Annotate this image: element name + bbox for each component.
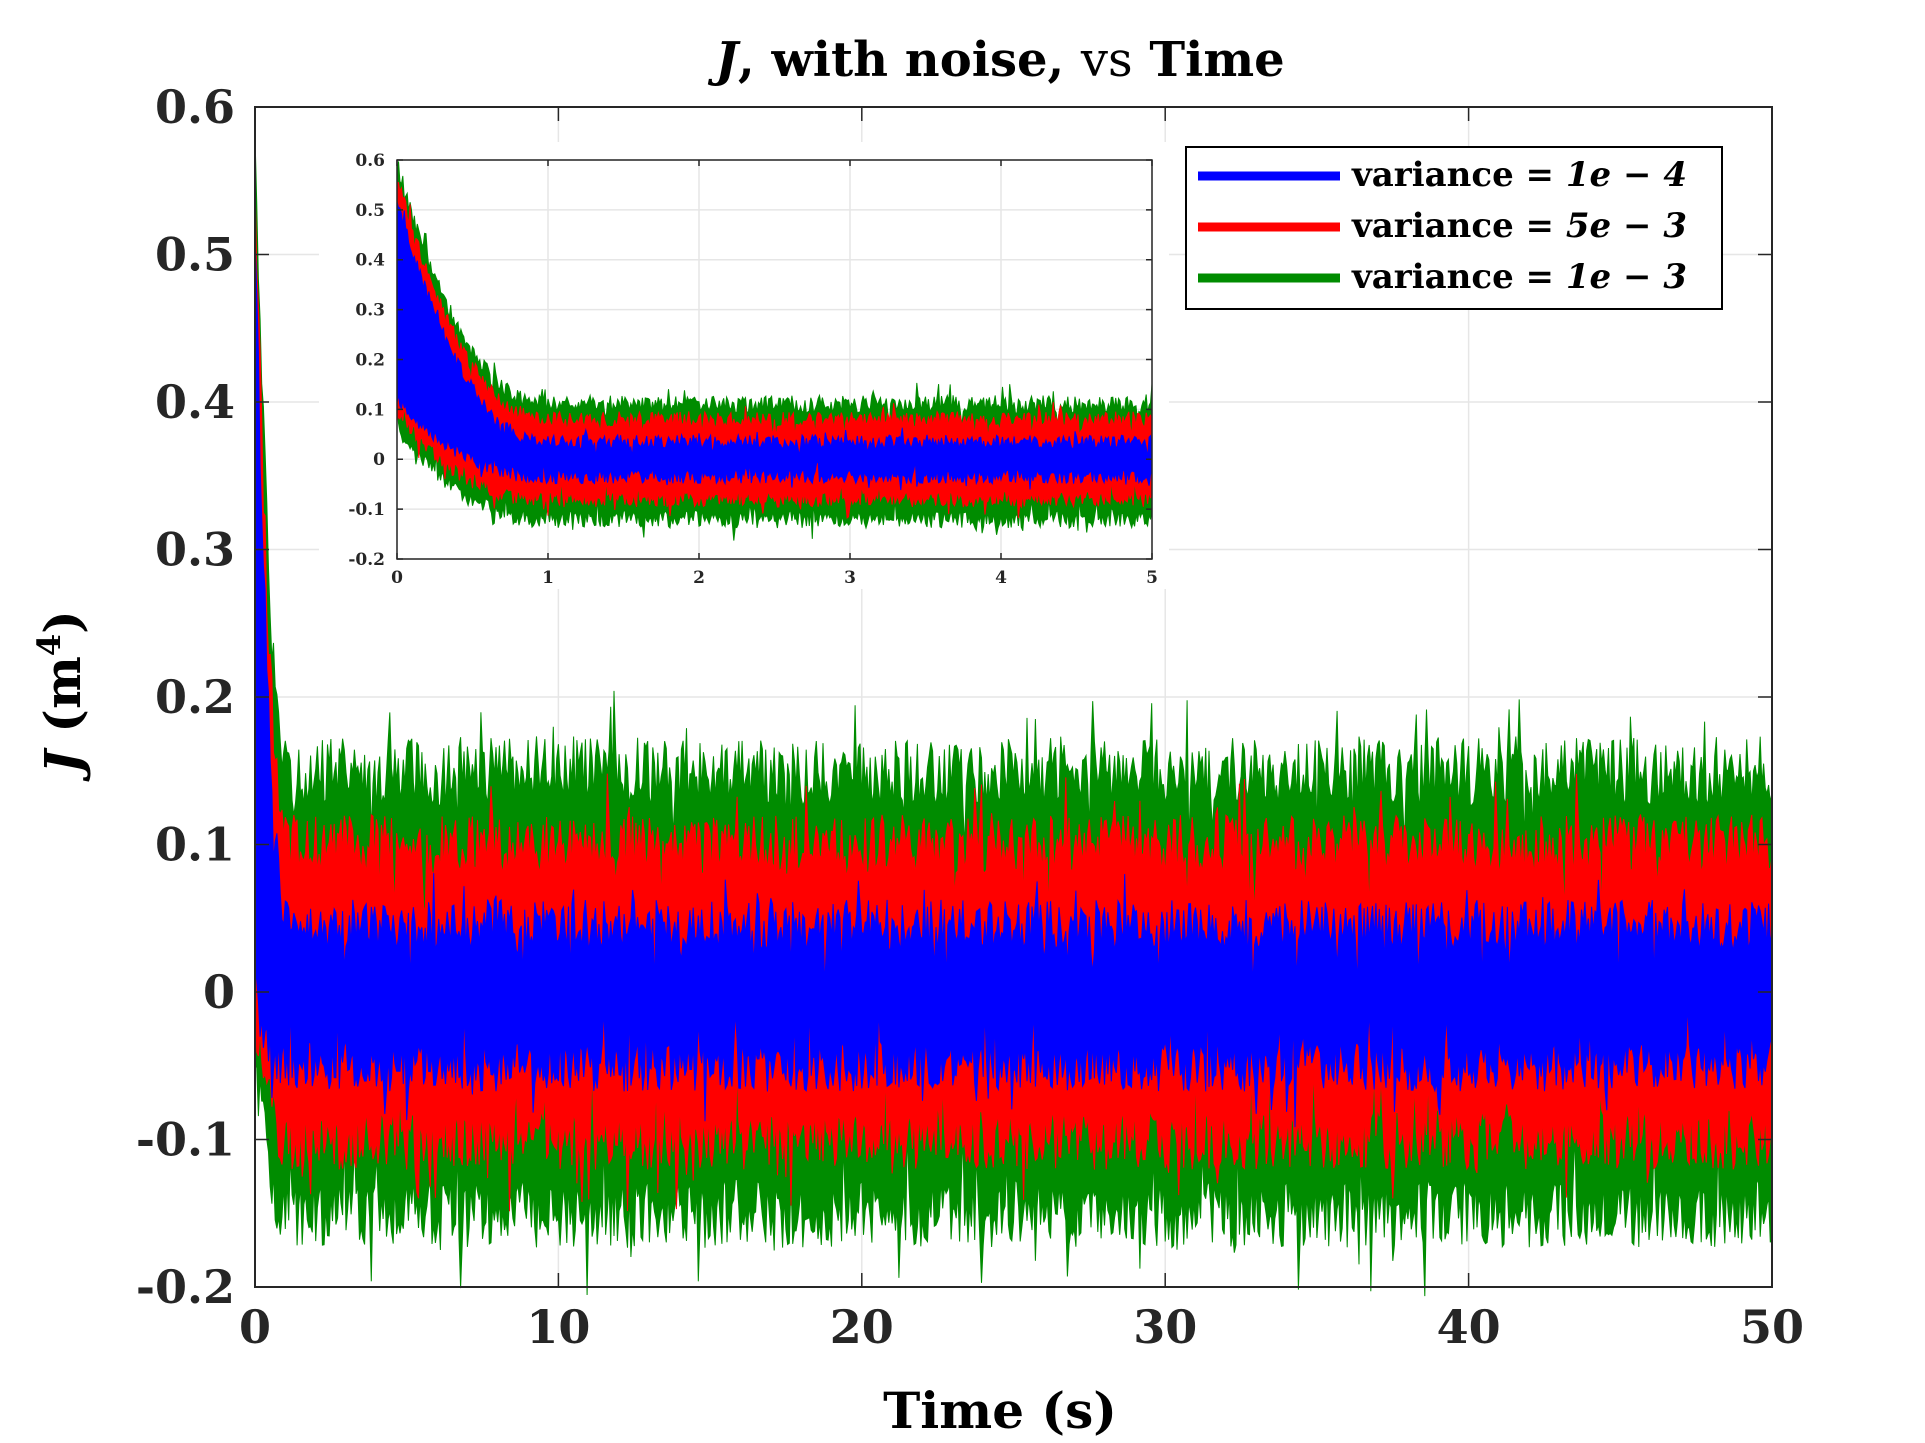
legend-label-green-value: = 1e − 3	[1526, 257, 1687, 297]
legend-label-green: variance = 1e − 3	[1351, 257, 1687, 297]
x-axis-label: Time (s)	[883, 1381, 1117, 1440]
legend-label-blue-value: = 1e − 4	[1526, 155, 1687, 195]
main-x-tick-label: 50	[1740, 1300, 1804, 1354]
legend-label-green-text: variance	[1351, 257, 1514, 297]
main-y-tick-label: 0	[203, 965, 235, 1019]
main-x-tick-label: 20	[830, 1300, 894, 1354]
inset-y-tick-label: 0.2	[355, 350, 385, 370]
inset-y-tick-label: 0.6	[355, 151, 385, 171]
legend-label-blue-text: variance	[1351, 155, 1514, 195]
main-y-tick-label: 0.5	[155, 228, 235, 282]
chart-title-part4: Time	[1133, 32, 1285, 88]
inset-y-tick-label: 0.4	[355, 251, 385, 271]
main-y-tick-label: -0.1	[136, 1113, 235, 1167]
legend: variance = 1e − 4 variance = 5e − 3 vari…	[1185, 146, 1723, 310]
chart-title-part2: , with noise,	[738, 32, 1081, 88]
inset-y-tick-label: -0.1	[348, 500, 385, 520]
main-ticks: 0 10 20 30 40 50-0.2-0.100.10.20.30.40.50.6	[136, 80, 1804, 1354]
inset-y-tick-label: 0.3	[355, 301, 385, 321]
y-axis-label-unit: (m	[33, 656, 92, 750]
inset-ticks: 0 1 2 3 4 5 -0.2 -0.1 0 0.1 0.2 0.3 0.4 0.5 0.6	[348, 151, 1158, 588]
inset-x-tick-label: 1	[542, 568, 554, 588]
inset-x-tick-label: 2	[693, 568, 705, 588]
y-axis-label-exponent: 4	[30, 634, 68, 656]
inset-y-tick-label: 0.1	[355, 400, 385, 420]
main-y-tick-label: 0.1	[155, 818, 235, 872]
y-axis-label-close: )	[33, 610, 92, 634]
main-y-tick-label: 0.4	[155, 375, 235, 429]
inset-x-tick-label: 3	[844, 568, 856, 588]
inset-bands	[396, 161, 1153, 541]
legend-label-red-text: variance	[1351, 206, 1514, 246]
inset-x-tick-label: 0	[391, 568, 403, 588]
main-y-tick-label: 0.3	[155, 523, 235, 577]
inset-x-tick-label: 5	[1146, 568, 1158, 588]
legend-label-blue: variance = 1e − 4	[1351, 155, 1687, 195]
inset-y-tick-label: 0	[373, 450, 385, 470]
main-x-tick-label: 30	[1133, 1300, 1197, 1354]
main-y-tick-label: 0.2	[155, 670, 235, 724]
chart-title-part3: vs	[1080, 32, 1133, 88]
legend-label-red-value: = 5e − 3	[1526, 206, 1687, 246]
main-x-tick-label: 10	[526, 1300, 590, 1354]
main-y-tick-label: -0.2	[136, 1260, 235, 1314]
chart-title: J, with noise, vs Time	[707, 32, 1284, 88]
main-x-tick-label: 0	[239, 1300, 271, 1354]
inset-y-tick-label: -0.2	[348, 550, 385, 570]
main-x-tick-label: 40	[1437, 1300, 1501, 1354]
inset-x-tick-label: 4	[995, 568, 1007, 588]
legend-label-red: variance = 5e − 3	[1351, 206, 1687, 246]
main-y-tick-label: 0.6	[155, 80, 235, 134]
inset-y-tick-label: 0.5	[355, 201, 385, 221]
